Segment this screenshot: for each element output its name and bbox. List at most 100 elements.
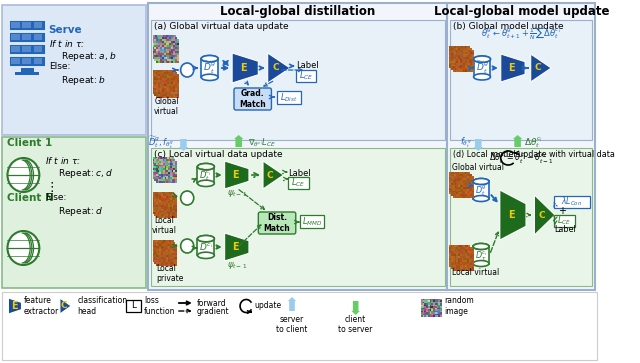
Ellipse shape <box>474 56 490 62</box>
Ellipse shape <box>198 163 214 170</box>
FancyArrow shape <box>234 135 243 147</box>
FancyArrow shape <box>351 301 360 315</box>
Circle shape <box>180 239 194 253</box>
Circle shape <box>180 191 194 205</box>
Bar <box>150 148 445 286</box>
Text: (a) Global virtual data update: (a) Global virtual data update <box>154 22 288 31</box>
Text: Repeat: $d$: Repeat: $d$ <box>58 205 104 218</box>
Bar <box>22 46 31 52</box>
Ellipse shape <box>473 261 489 266</box>
Bar <box>150 20 445 140</box>
Text: Global
virtual: Global virtual <box>154 97 179 117</box>
Text: $\widetilde{D}^g_t$: $\widetilde{D}^g_t$ <box>476 182 487 198</box>
Bar <box>447 3 595 290</box>
Ellipse shape <box>474 56 490 62</box>
Text: ⋮: ⋮ <box>45 181 58 194</box>
Bar <box>450 148 593 286</box>
Text: C: C <box>534 64 541 73</box>
Text: forward: forward <box>196 298 226 307</box>
FancyArrow shape <box>288 297 296 311</box>
Bar <box>10 44 45 54</box>
Bar <box>473 246 489 264</box>
Text: Else:: Else: <box>45 193 67 202</box>
Text: $\widetilde{D}^g_t$: $\widetilde{D}^g_t$ <box>204 60 216 76</box>
Text: Client N: Client N <box>8 193 54 203</box>
Bar <box>12 22 20 28</box>
FancyArrow shape <box>179 139 188 151</box>
Bar <box>474 59 490 77</box>
Text: C: C <box>267 171 273 179</box>
Bar <box>288 177 309 189</box>
Bar <box>10 56 45 66</box>
Text: Label: Label <box>554 225 576 234</box>
Bar <box>12 46 20 52</box>
Bar <box>22 34 31 40</box>
Bar <box>34 34 42 40</box>
FancyBboxPatch shape <box>234 88 271 110</box>
Polygon shape <box>8 298 22 314</box>
Text: loss
function: loss function <box>144 296 175 316</box>
Text: $\Delta\theta^{c_i}_t = \theta^{c_i}_t - \theta^{c_i}_{t-1}$: $\Delta\theta^{c_i}_t = \theta^{c_i}_t -… <box>489 152 554 167</box>
Ellipse shape <box>201 56 218 62</box>
Text: update: update <box>255 302 282 310</box>
Text: L: L <box>131 302 136 310</box>
Ellipse shape <box>474 74 490 80</box>
Bar <box>554 215 575 227</box>
Text: $\widetilde{D}^g_t$: $\widetilde{D}^g_t$ <box>476 60 488 76</box>
Text: $L_{CE}$: $L_{CE}$ <box>557 215 572 227</box>
Bar <box>2 5 146 135</box>
Text: Serve: Serve <box>49 25 83 35</box>
Polygon shape <box>268 53 290 83</box>
Circle shape <box>8 158 39 192</box>
Bar <box>15 72 39 75</box>
Bar <box>34 22 42 28</box>
Text: Else:: Else: <box>49 62 70 71</box>
Ellipse shape <box>201 74 218 81</box>
Ellipse shape <box>473 244 489 249</box>
Text: E: E <box>241 63 247 73</box>
Bar <box>34 58 42 64</box>
Bar <box>554 196 589 208</box>
Text: $\theta^g_t \leftarrow \theta^g_{t+1} + \frac{1}{N}\sum \Delta\theta^{c_i}_t$: $\theta^g_t \leftarrow \theta^g_{t+1} + … <box>481 25 561 42</box>
Text: (c) Local virtual data update: (c) Local virtual data update <box>154 150 282 159</box>
Text: Local-global model update: Local-global model update <box>433 5 609 18</box>
Text: classification
head: classification head <box>77 296 128 316</box>
Text: Global virtual: Global virtual <box>452 163 504 172</box>
Text: $\lambda L_{Con}$: $\lambda L_{Con}$ <box>561 196 582 208</box>
Text: (d) Local model update with virtual data: (d) Local model update with virtual data <box>453 150 615 159</box>
Bar <box>2 137 146 288</box>
Polygon shape <box>531 54 551 82</box>
Bar <box>2 292 597 360</box>
Text: client
to server: client to server <box>339 315 373 334</box>
Ellipse shape <box>198 236 214 242</box>
Bar <box>10 20 45 30</box>
Ellipse shape <box>198 180 214 187</box>
Text: feature
extractor: feature extractor <box>24 296 59 316</box>
Polygon shape <box>500 190 526 240</box>
Text: $D^{c_i}$: $D^{c_i}$ <box>199 241 213 253</box>
Polygon shape <box>225 233 249 261</box>
Bar <box>198 238 214 255</box>
Bar <box>34 46 42 52</box>
Bar <box>148 3 447 290</box>
Ellipse shape <box>198 163 214 170</box>
Bar <box>450 20 593 140</box>
Text: $L_{Dist}$: $L_{Dist}$ <box>280 91 298 104</box>
Text: +: + <box>557 206 566 216</box>
Ellipse shape <box>473 244 489 249</box>
Text: (b) Global model update: (b) Global model update <box>453 22 564 31</box>
Text: Grad.
Match: Grad. Match <box>239 89 266 109</box>
Ellipse shape <box>201 56 218 62</box>
Bar <box>20 68 34 72</box>
Bar <box>126 300 141 312</box>
Bar <box>296 70 316 82</box>
Bar <box>277 91 301 104</box>
Text: $f_{\theta^g_t}$: $f_{\theta^g_t}$ <box>460 136 472 150</box>
Ellipse shape <box>473 179 489 184</box>
Text: Dist.
Match: Dist. Match <box>264 213 291 233</box>
Text: C: C <box>61 302 67 310</box>
Ellipse shape <box>473 196 489 201</box>
Text: E: E <box>232 242 239 252</box>
Ellipse shape <box>473 179 489 184</box>
Text: Local
private: Local private <box>156 264 184 284</box>
